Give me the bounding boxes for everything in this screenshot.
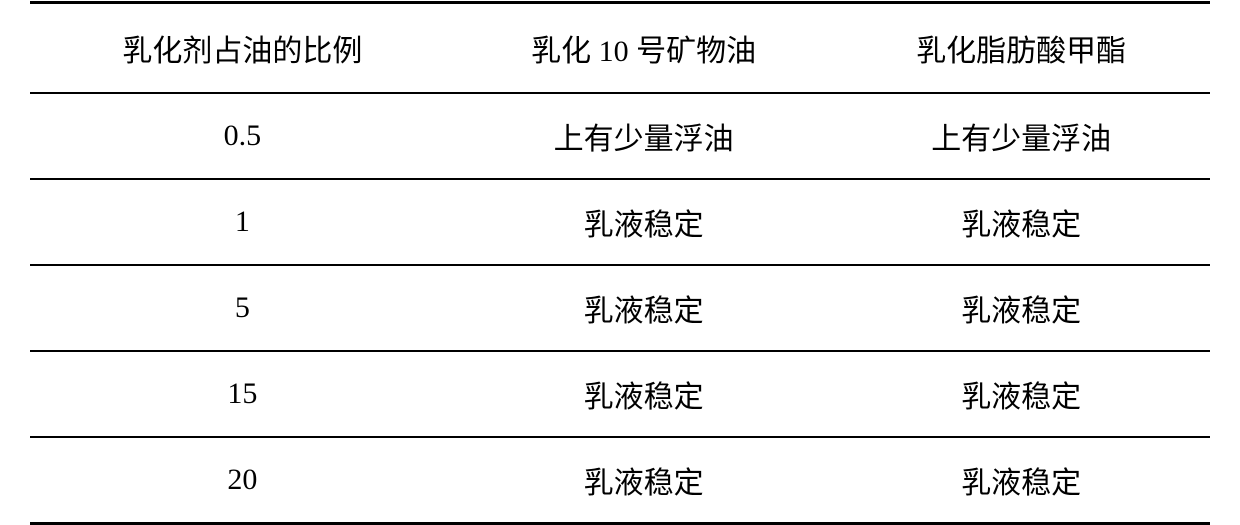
- column-header-1: 乳化剂占油的比例: [30, 2, 455, 93]
- data-table: 乳化剂占油的比例 乳化 10 号矿物油 乳化脂肪酸甲酯 0.5 上有少量浮油 上…: [30, 1, 1210, 525]
- table-row: 5 乳液稳定 乳液稳定: [30, 265, 1210, 351]
- table-row: 15 乳液稳定 乳液稳定: [30, 351, 1210, 437]
- cell: 1: [30, 179, 455, 265]
- cell: 乳液稳定: [832, 437, 1210, 524]
- cell: 5: [30, 265, 455, 351]
- cell: 乳液稳定: [832, 351, 1210, 437]
- cell: 20: [30, 437, 455, 524]
- cell: 上有少量浮油: [455, 93, 833, 179]
- table-container: 乳化剂占油的比例 乳化 10 号矿物油 乳化脂肪酸甲酯 0.5 上有少量浮油 上…: [30, 1, 1210, 525]
- table-row: 0.5 上有少量浮油 上有少量浮油: [30, 93, 1210, 179]
- cell: 乳液稳定: [455, 265, 833, 351]
- table-row: 20 乳液稳定 乳液稳定: [30, 437, 1210, 524]
- cell: 上有少量浮油: [832, 93, 1210, 179]
- table-header-row: 乳化剂占油的比例 乳化 10 号矿物油 乳化脂肪酸甲酯: [30, 2, 1210, 93]
- column-header-2: 乳化 10 号矿物油: [455, 2, 833, 93]
- cell: 乳液稳定: [455, 437, 833, 524]
- column-header-3: 乳化脂肪酸甲酯: [832, 2, 1210, 93]
- cell: 0.5: [30, 93, 455, 179]
- cell: 15: [30, 351, 455, 437]
- cell: 乳液稳定: [832, 179, 1210, 265]
- cell: 乳液稳定: [455, 351, 833, 437]
- cell: 乳液稳定: [455, 179, 833, 265]
- table-row: 1 乳液稳定 乳液稳定: [30, 179, 1210, 265]
- cell: 乳液稳定: [832, 265, 1210, 351]
